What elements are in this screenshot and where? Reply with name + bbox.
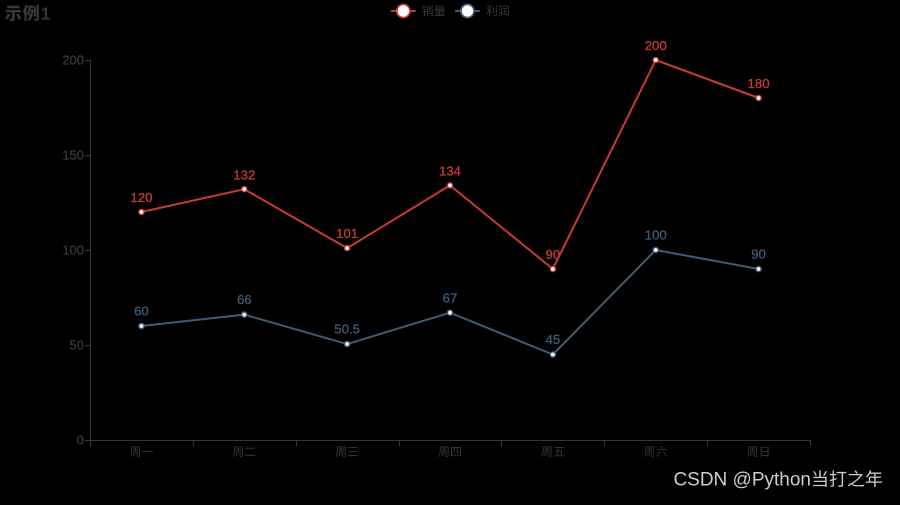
svg-text:60: 60 — [134, 304, 149, 319]
svg-text:67: 67 — [443, 290, 458, 305]
svg-text:132: 132 — [233, 167, 255, 182]
svg-text:200: 200 — [645, 38, 667, 53]
svg-text:CSDN @Python: CSDN @Python — [673, 470, 811, 491]
svg-text:200: 200 — [62, 52, 84, 67]
svg-text:0: 0 — [77, 432, 84, 447]
svg-text:150: 150 — [62, 147, 84, 162]
svg-text:1: 1 — [41, 4, 51, 24]
svg-text:50: 50 — [70, 337, 84, 352]
svg-text:100: 100 — [645, 228, 667, 243]
svg-text:66: 66 — [237, 292, 252, 307]
svg-text:120: 120 — [130, 190, 152, 205]
svg-text:101: 101 — [336, 226, 358, 241]
svg-text:45: 45 — [546, 332, 561, 347]
svg-text:180: 180 — [748, 76, 770, 91]
svg-text:50.5: 50.5 — [334, 322, 360, 337]
svg-text:134: 134 — [439, 164, 461, 179]
svg-text:90: 90 — [546, 247, 561, 262]
svg-text:100: 100 — [62, 242, 84, 257]
svg-text:90: 90 — [751, 247, 766, 262]
